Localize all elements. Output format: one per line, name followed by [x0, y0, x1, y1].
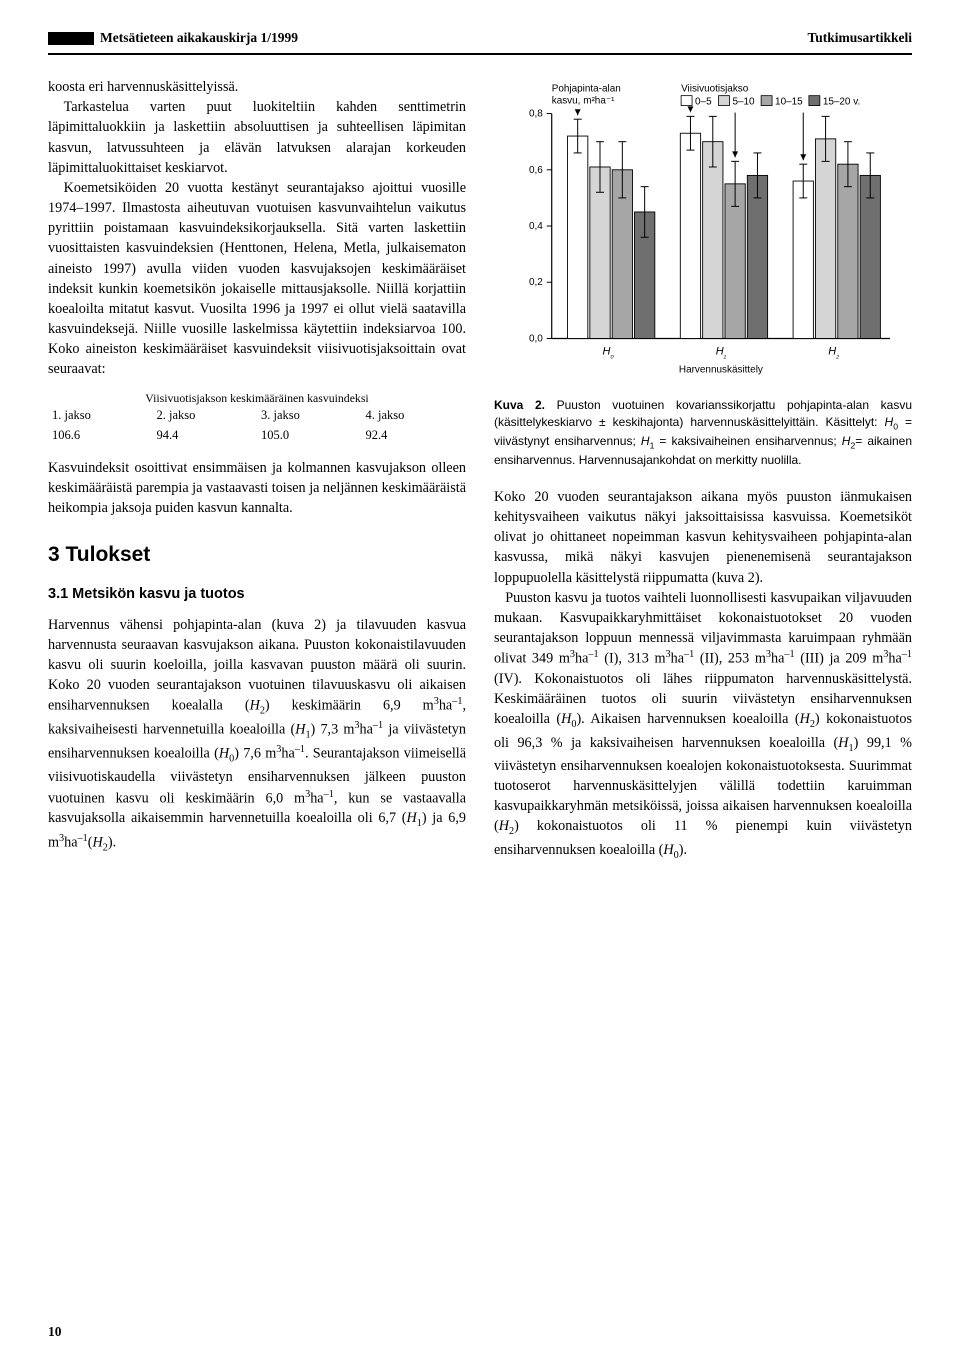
page-number: 10	[48, 1322, 62, 1341]
svg-text:0,0: 0,0	[529, 334, 543, 345]
idx-v4: 92.4	[362, 426, 467, 446]
index-table-element: 1. jakso 2. jakso 3. jakso 4. jakso 106.…	[48, 406, 466, 446]
idx-h2: 2. jakso	[153, 406, 258, 426]
header-left-text: Metsätieteen aikakauskirja 1/1999	[100, 30, 298, 45]
svg-text:Harvennuskäsittely: Harvennuskäsittely	[679, 364, 763, 375]
header-rule	[48, 53, 912, 55]
para1-text: koosta eri harvennuskäsittelyissä.	[48, 79, 238, 95]
svg-text:0,8: 0,8	[529, 109, 543, 120]
svg-text:0–5: 0–5	[695, 97, 712, 108]
page-header: Metsätieteen aikakauskirja 1/1999 Tutkim…	[48, 28, 912, 47]
para2: Tarkastelua varten puut luokiteltiin kah…	[48, 97, 466, 178]
para4-text: Kasvuindeksit osoittivat ensimmäisen ja …	[48, 460, 466, 516]
article-type: Tutkimusartikkeli	[807, 28, 912, 47]
two-column-layout: koosta eri harvennuskäsittelyissä. Tarka…	[48, 77, 912, 863]
index-header-row: 1. jakso 2. jakso 3. jakso 4. jakso	[48, 406, 466, 426]
section-3-heading: 3 Tulokset	[48, 540, 466, 570]
svg-text:Viisivuotisjakso: Viisivuotisjakso	[681, 84, 749, 95]
chart-svg: Pohjapinta-alankasvu, m²ha⁻¹ Viisivuotisj…	[494, 77, 912, 387]
figure-2-caption: Kuva 2. Puuston vuotuinen kovarianssikor…	[494, 397, 912, 469]
idx-v1: 106.6	[48, 426, 153, 446]
index-value-row: 106.6 94.4 105.0 92.4	[48, 426, 466, 446]
figure-2-chart: Pohjapinta-alankasvu, m²ha⁻¹ Viisivuotisj…	[494, 77, 912, 387]
journal-title: Metsätieteen aikakauskirja 1/1999	[48, 28, 298, 47]
subsection-3-1-heading: 3.1 Metsikön kasvu ja tuotos	[48, 584, 466, 605]
idx-v2: 94.4	[153, 426, 258, 446]
idx-v3: 105.0	[257, 426, 362, 446]
svg-text:Pohjapinta-alan: Pohjapinta-alan	[552, 84, 621, 95]
header-black-box	[48, 32, 94, 45]
para2-text: Tarkastelua varten puut luokiteltiin kah…	[48, 99, 466, 175]
svg-text:0,4: 0,4	[529, 221, 543, 232]
growth-index-table: Viisivuotisjakson keskimääräinen kasvuin…	[48, 390, 466, 446]
idx-h3: 3. jakso	[257, 406, 362, 426]
svg-text:10–15: 10–15	[775, 97, 803, 108]
para-intro: koosta eri harvennuskäsittelyissä.	[48, 77, 466, 97]
left-bottom-para: Harvennus vähensi pohjapinta-alan (kuva …	[48, 615, 466, 856]
index-caption: Viisivuotisjakson keskimääräinen kasvuin…	[48, 390, 466, 407]
para3: Koemetsiköiden 20 vuotta kestänyt seuran…	[48, 178, 466, 380]
svg-text:5–10: 5–10	[732, 97, 755, 108]
svg-text:15–20 v.: 15–20 v.	[823, 97, 860, 108]
svg-text:0,2: 0,2	[529, 277, 543, 288]
para4: Kasvuindeksit osoittivat ensimmäisen ja …	[48, 458, 466, 518]
idx-h1: 1. jakso	[48, 406, 153, 426]
right-bottom-para: Koko 20 vuoden seurantajakson aikana myö…	[494, 487, 912, 863]
svg-text:0,6: 0,6	[529, 165, 543, 176]
right-column: Pohjapinta-alankasvu, m²ha⁻¹ Viisivuotisj…	[494, 77, 912, 863]
idx-h4: 4. jakso	[362, 406, 467, 426]
para3-text: Koemetsiköiden 20 vuotta kestänyt seuran…	[48, 180, 466, 377]
svg-text:kasvu, m²ha⁻¹: kasvu, m²ha⁻¹	[552, 96, 615, 107]
left-column: koosta eri harvennuskäsittelyissä. Tarka…	[48, 77, 466, 863]
